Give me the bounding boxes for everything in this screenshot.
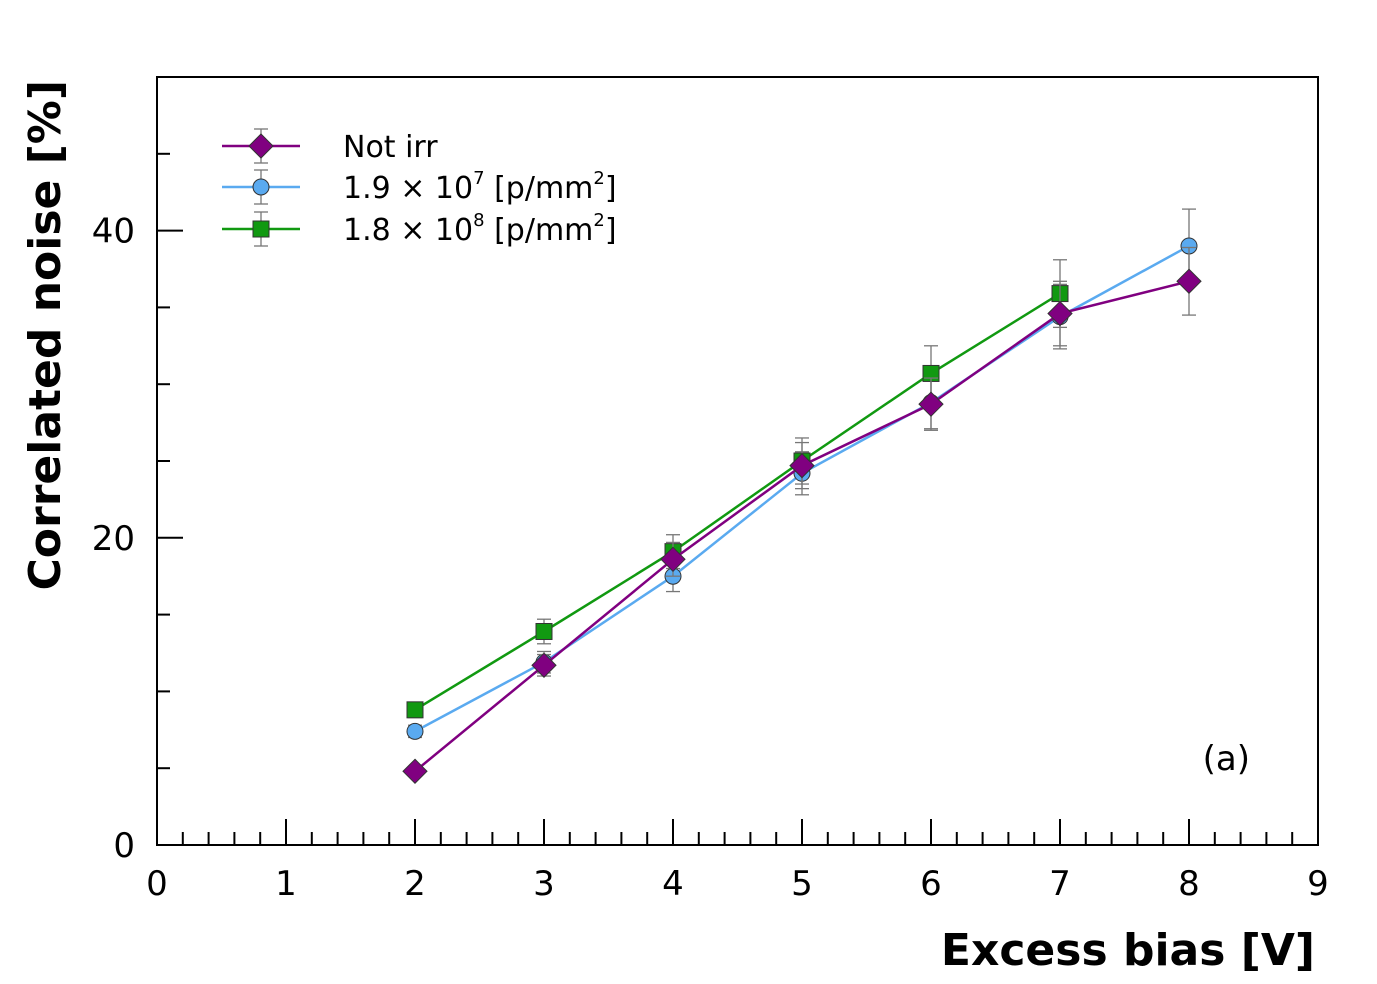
x-tick-label: 5 [791, 864, 813, 904]
legend-marker [252, 178, 270, 196]
x-axis-title: Excess bias [V] [941, 925, 1315, 976]
y-axis-title: Correlated noise [%] [20, 80, 71, 591]
legend-marker [248, 133, 274, 159]
y-tick-label: 40 [92, 212, 135, 252]
x-tick-label: 7 [1049, 864, 1071, 904]
data-point [918, 391, 944, 417]
data-point [406, 722, 424, 740]
data-point [660, 546, 686, 573]
legend-label: Not irr [343, 130, 438, 165]
x-tick-label: 2 [404, 864, 426, 904]
x-tick-label: 3 [533, 864, 555, 904]
x-tick-label: 6 [920, 864, 942, 904]
legend-entry: 1.8 × 108 [p/mm2] [222, 210, 617, 248]
y-axis-ticks: 0 20 40 [92, 76, 183, 866]
legend-label: 1.9 × 107 [p/mm2] [343, 168, 617, 206]
legend-entry: Not irr [222, 128, 438, 165]
series-2 [406, 259, 1069, 719]
x-tick-label: 9 [1307, 864, 1329, 904]
legend-entry: 1.9 × 107 [p/mm2] [222, 168, 617, 206]
plot-frame [156, 76, 1319, 846]
series-layer [402, 208, 1202, 784]
x-tick-label: 0 [146, 864, 168, 904]
x-tick-label: 8 [1178, 864, 1200, 904]
data-point [535, 622, 553, 640]
x-tick-label: 4 [662, 864, 684, 904]
legend-marker [252, 220, 270, 238]
data-point [1176, 268, 1202, 294]
data-point [789, 452, 815, 479]
y-tick-label: 0 [113, 826, 135, 866]
series-line [414, 292, 1061, 711]
data-point [1047, 300, 1073, 327]
data-point [406, 701, 424, 719]
panel-annotation: (a) [1203, 739, 1250, 779]
x-tick-label: 1 [275, 864, 297, 904]
series-line [414, 280, 1190, 773]
data-point [531, 652, 557, 678]
data-point [402, 758, 428, 784]
series-0 [402, 246, 1202, 784]
x-axis-ticks: 0 1 2 3 4 5 6 7 8 9 [146, 819, 1329, 904]
y-tick-label: 20 [92, 519, 135, 559]
legend-label: 1.8 × 108 [p/mm2] [343, 210, 617, 248]
